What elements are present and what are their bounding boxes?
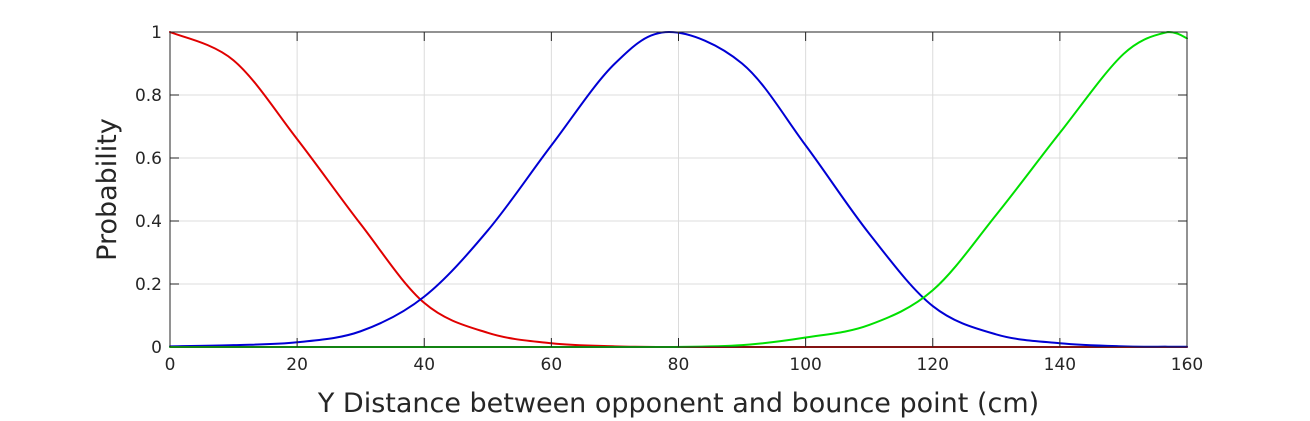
y-tick-label: 0.2: [135, 275, 162, 295]
series-line-2: [169, 31, 1188, 348]
x-tick-label: 140: [1044, 355, 1076, 375]
x-tick-label: 0: [165, 355, 176, 375]
ticks: 0 20 40 60 80 100 120 140 160 0 0.2 0.4 0.6 0.8 1: [135, 23, 1203, 375]
y-tick-label: 0.6: [135, 149, 162, 169]
x-tick-label: 80: [668, 355, 690, 375]
x-tick-label: 40: [413, 355, 435, 375]
y-axis-title: Probability: [92, 118, 123, 261]
x-axis-title: Y Distance between opponent and bounce p…: [317, 388, 1039, 419]
y-tick-label: 0.8: [135, 86, 162, 106]
x-tick-label: 120: [917, 355, 949, 375]
x-tick-label: 60: [541, 355, 563, 375]
x-tick-label: 100: [789, 355, 821, 375]
x-tick-label: 20: [286, 355, 308, 375]
grid: [169, 31, 1188, 348]
y-tick-label: 0: [151, 338, 162, 358]
y-tick-label: 0.4: [135, 212, 162, 232]
x-tick-label: 160: [1171, 355, 1203, 375]
y-tick-label: 1: [151, 23, 162, 43]
